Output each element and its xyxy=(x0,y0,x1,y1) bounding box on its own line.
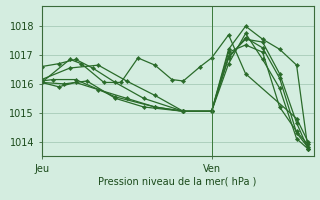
X-axis label: Pression niveau de la mer( hPa ): Pression niveau de la mer( hPa ) xyxy=(99,176,257,186)
